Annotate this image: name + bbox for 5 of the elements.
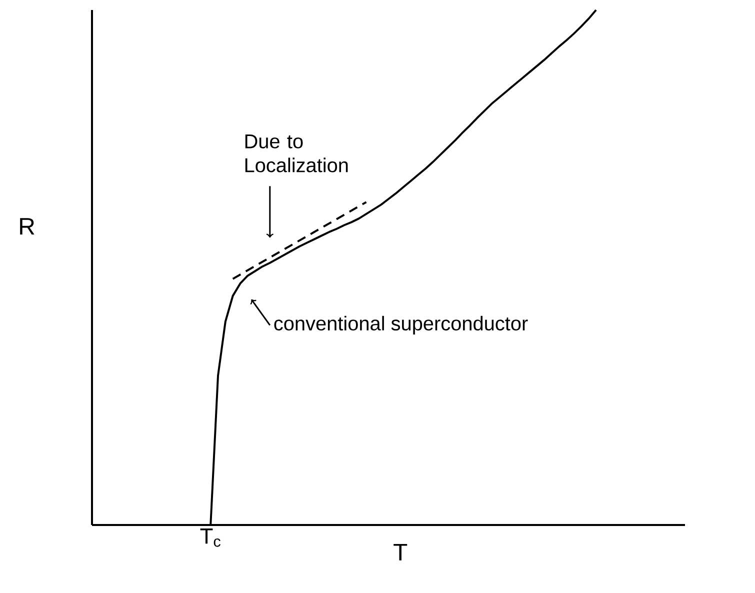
y-axis-title: R <box>20 218 34 235</box>
annotation: conventional superconductor <box>274 316 528 334</box>
annotation: Due to Localization <box>245 134 348 172</box>
x-axis-title: T <box>394 544 408 560</box>
text: T$_{c}$ <box>200 528 220 547</box>
